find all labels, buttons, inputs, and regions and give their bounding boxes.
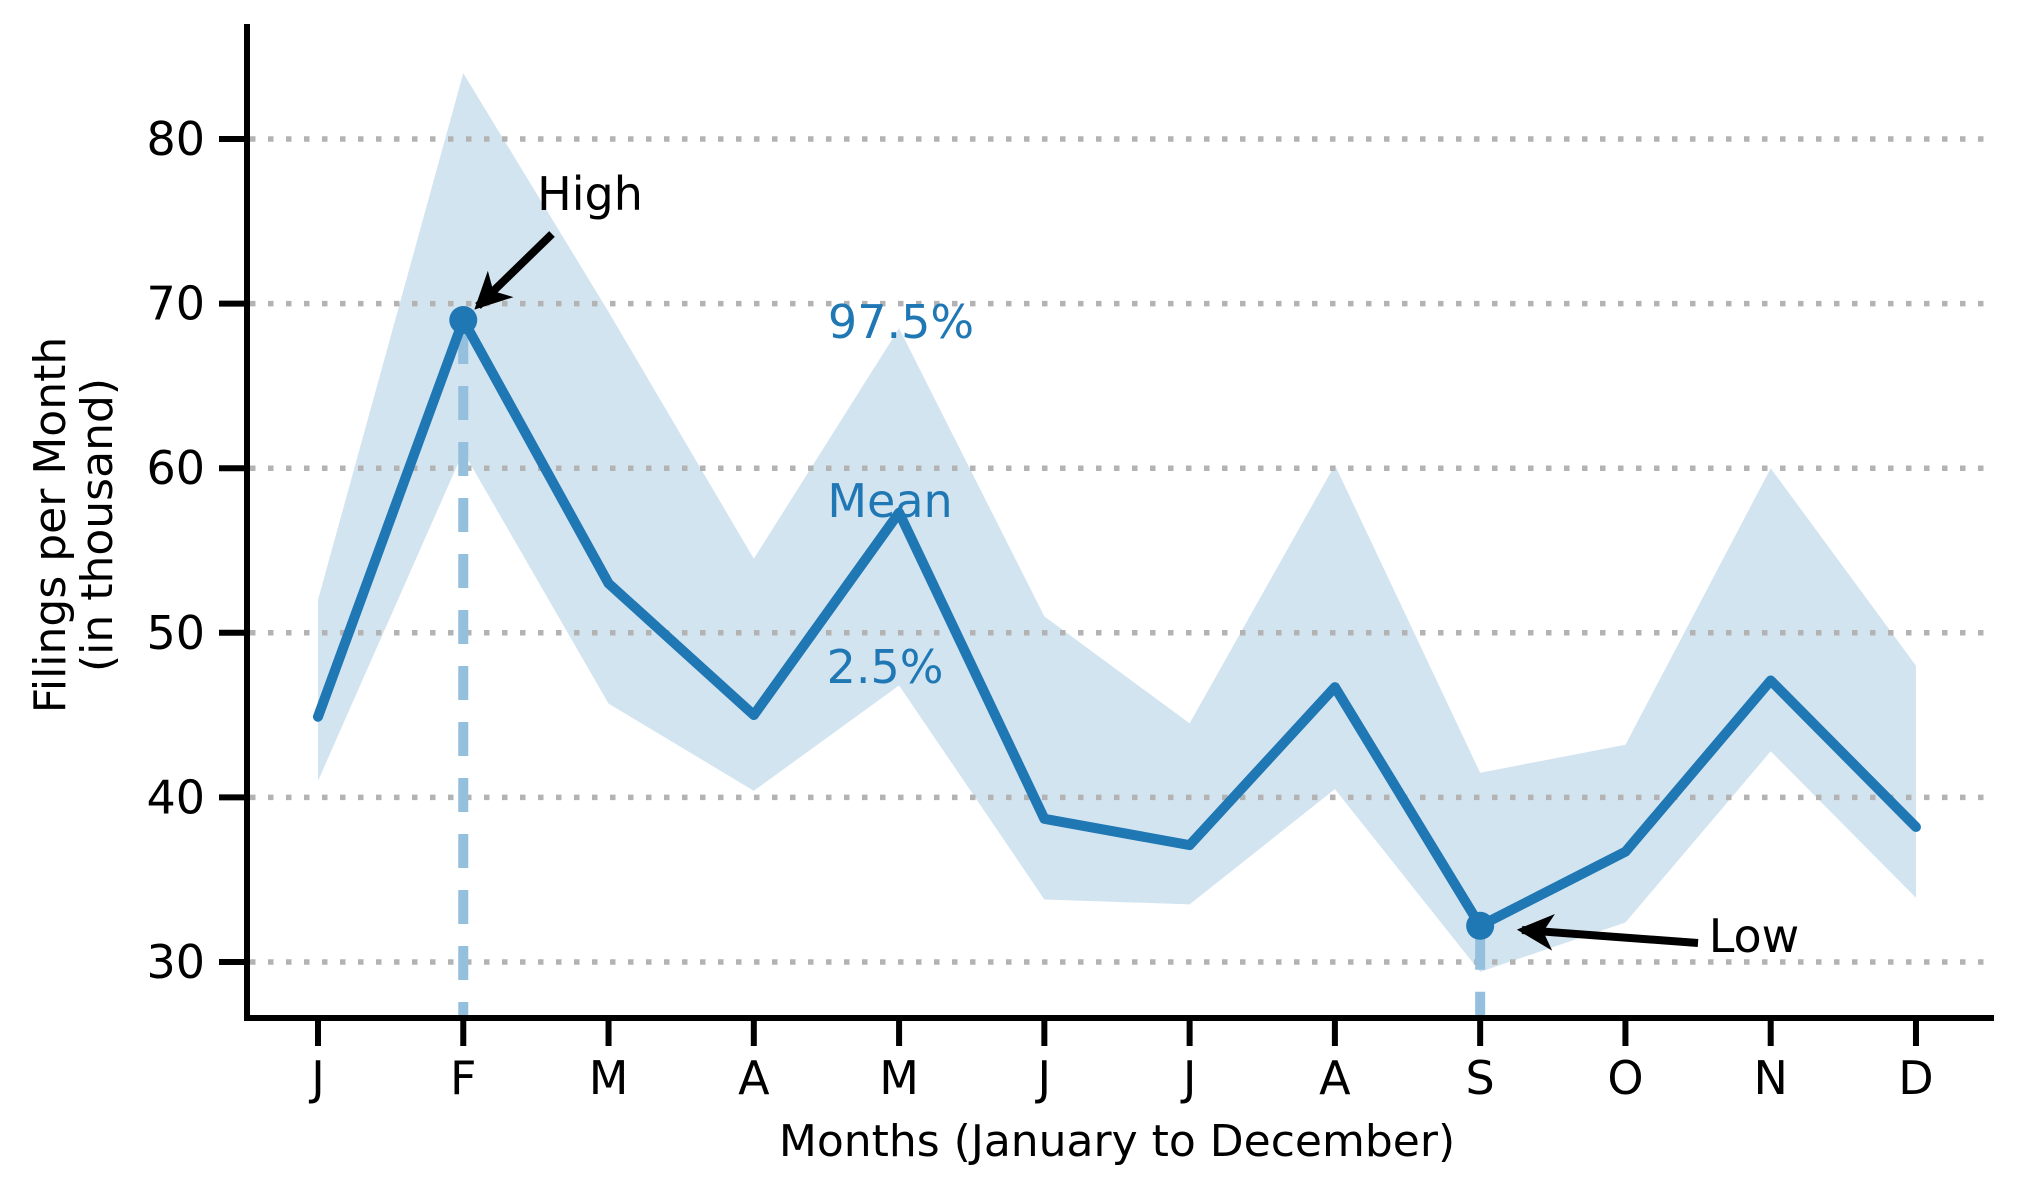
x-tick-label-6: J [1180,1051,1197,1105]
low-annotation-label: Low [1709,909,1800,963]
y-axis-title-line2: (in thousand) [72,378,123,672]
confidence-band [318,73,1916,972]
mean-line-layer [313,315,1921,931]
x-tick-label-9: O [1607,1051,1643,1105]
axes-layer: 30 40 50 60 70 80 J F M A M J J A S O N D Months (January … [25,24,1994,1167]
low-annotation-arrow [1516,913,1699,951]
band-label-mean: Mean [827,474,952,528]
y-tick-label-40: 40 [146,770,205,824]
band-label-upper: 97.5% [828,295,974,349]
band-label-lower: 2.5% [827,640,944,694]
x-axis-title: Months (January to December) [779,1116,1455,1167]
annotation-layer: 97.5% Mean 2.5% High Low [474,167,1800,963]
y-tick-label-30: 30 [146,935,205,989]
y-tick-label-50: 50 [146,606,205,660]
x-tick-label-0: J [308,1051,325,1105]
x-tick-label-2: M [589,1051,629,1105]
y-tick-label-70: 70 [146,277,205,331]
x-tick-label-8: S [1466,1051,1495,1105]
x-tick-label-7: A [1319,1051,1351,1105]
highlight-dot-high [449,306,478,335]
y-tick-label-80: 80 [146,112,205,166]
high-annotation-label: High [537,167,643,221]
x-tick-label-3: A [738,1051,770,1105]
x-tick-label-1: F [450,1051,476,1105]
highlight-dot-low [1466,911,1495,940]
y-axis-title-line1: Filings per Month [25,337,76,714]
confidence-band-layer [318,73,1916,972]
x-tick-label-4: M [879,1051,919,1105]
high-annotation-arrow [474,231,555,310]
highlight-vline-layer [458,330,1486,1015]
highlight-dot-layer [449,306,1495,940]
x-tick-label-5: J [1035,1051,1052,1105]
mean-line [313,315,1921,931]
x-tick-label-10: N [1753,1051,1787,1105]
y-tick-label-60: 60 [146,441,205,495]
x-tick-label-11: D [1898,1051,1933,1105]
